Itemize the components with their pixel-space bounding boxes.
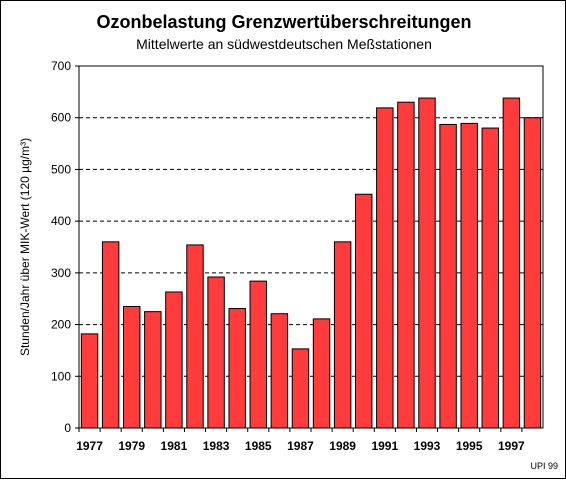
y-tick-label-700: 700	[51, 59, 71, 73]
credit-label: UPI 99	[530, 461, 558, 471]
bar-1992	[397, 101, 415, 429]
x-tick-label-1983: 1983	[203, 439, 230, 453]
bar-1987	[291, 348, 310, 429]
y-tick-label-600: 600	[51, 111, 71, 125]
y-tick-label-200: 200	[51, 318, 71, 332]
x-tick-label-1981: 1981	[161, 439, 188, 453]
chart-subtitle: Mittelwerte an südwestdeutschen Meßstati…	[136, 36, 432, 52]
bar-1986	[270, 313, 289, 429]
bar-1988	[312, 318, 331, 429]
bar-1989	[333, 241, 352, 429]
y-tick-label-400: 400	[51, 214, 71, 228]
bar-1997	[502, 97, 521, 429]
bar-1982	[186, 244, 204, 429]
x-tick-label-1997: 1997	[498, 439, 525, 453]
bar-1981	[165, 291, 183, 429]
y-tick-label-300: 300	[51, 266, 71, 280]
bar-1977	[80, 333, 99, 429]
bar-1985	[249, 280, 267, 429]
bar-1995	[460, 122, 478, 429]
y-tick-labels: 0 100 200 300 400 500 600 700	[51, 59, 71, 435]
bar-1998	[523, 117, 542, 429]
bar-1983	[207, 276, 225, 429]
x-tick-label-1985: 1985	[245, 439, 272, 453]
y-axis-label: Stunden/Jahr über MIK-Wert (120 µg/m³)	[18, 138, 32, 356]
y-tick-label-100: 100	[51, 369, 71, 383]
x-tick-label-1995: 1995	[456, 439, 483, 453]
bar-1984	[228, 308, 246, 429]
bar-1980	[144, 311, 162, 429]
x-tick-label-1989: 1989	[329, 439, 356, 453]
chart-title: Ozonbelastung Grenzwertüberschreitungen	[96, 12, 471, 32]
x-tick-label-1993: 1993	[414, 439, 441, 453]
bar-1979	[123, 305, 141, 429]
bar-1978	[101, 241, 120, 429]
x-tick-labels: 1977 1979 1981 1983 1985 1987 1989 1991 1993 1995…	[76, 428, 525, 453]
x-tick-label-1987: 1987	[287, 439, 314, 453]
bars	[80, 97, 542, 429]
x-tick-label-1991: 1991	[371, 439, 398, 453]
x-tick-label-1979: 1979	[118, 439, 145, 453]
y-tick-label-0: 0	[64, 421, 71, 435]
bar-1993	[418, 97, 436, 429]
x-tick-label-1977: 1977	[76, 439, 103, 453]
bar-1994	[439, 123, 457, 429]
bar-1991	[376, 107, 394, 429]
bar-1996	[481, 127, 499, 429]
y-tick-label-500: 500	[51, 162, 71, 176]
bar-1990	[355, 193, 373, 429]
